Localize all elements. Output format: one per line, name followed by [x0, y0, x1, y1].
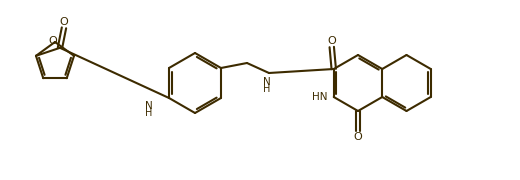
Text: H: H: [145, 108, 153, 118]
Text: H: H: [263, 84, 271, 94]
Text: O: O: [354, 132, 362, 142]
Text: HN: HN: [312, 92, 328, 102]
Text: O: O: [328, 36, 336, 46]
Text: O: O: [60, 17, 68, 27]
Text: O: O: [49, 36, 57, 46]
Text: N: N: [263, 77, 271, 87]
Text: N: N: [145, 101, 153, 111]
